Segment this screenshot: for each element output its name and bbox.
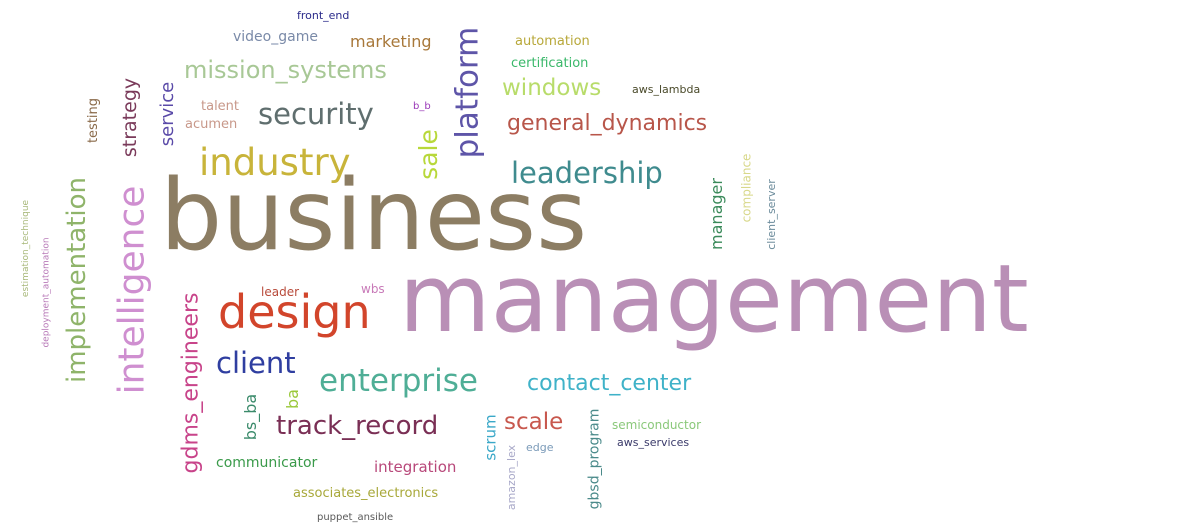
word-design: design bbox=[218, 285, 371, 339]
word-deployment-automation: deployment_automation bbox=[41, 236, 52, 348]
word-certification: certification bbox=[511, 56, 589, 71]
word-semiconductor: semiconductor bbox=[612, 418, 702, 432]
word-acumen: acumen bbox=[185, 117, 238, 132]
word-bs-ba: bs_ba bbox=[241, 393, 261, 441]
word-gdms-engineers: gdms_engineers bbox=[177, 292, 203, 474]
word-scrum: scrum bbox=[481, 413, 500, 461]
word-industry: industry bbox=[199, 141, 351, 184]
word-puppet-ansible: puppet_ansible bbox=[317, 512, 394, 523]
word-client-server: client_server bbox=[764, 178, 778, 250]
word-intelligence: intelligence bbox=[110, 185, 152, 395]
word-ba: ba bbox=[282, 389, 302, 409]
word-business: business bbox=[160, 159, 588, 273]
word-talent: talent bbox=[201, 99, 240, 114]
word-associates-electronics: associates_electronics bbox=[293, 486, 439, 501]
word-leader: leader bbox=[261, 285, 300, 299]
word-integration: integration bbox=[374, 458, 457, 476]
word-automation: automation bbox=[515, 34, 590, 49]
word-amazon-lex: amazon_lex bbox=[504, 444, 518, 510]
word-mission-systems: mission_systems bbox=[184, 56, 387, 84]
word-video-game: video_game bbox=[233, 29, 318, 45]
word-track-record: track_record bbox=[276, 411, 439, 441]
word-contact-center: contact_center bbox=[527, 371, 692, 396]
word-gbsd-program: gbsd_program bbox=[585, 408, 602, 510]
word-client: client bbox=[216, 346, 296, 380]
word-enterprise: enterprise bbox=[319, 363, 478, 399]
word-service: service bbox=[157, 81, 179, 147]
word-leadership: leadership bbox=[511, 156, 663, 190]
word-estimation-technique: estimation_technique bbox=[20, 199, 31, 297]
word-strategy: strategy bbox=[118, 77, 141, 157]
word-security: security bbox=[258, 97, 374, 131]
word-manager: manager bbox=[706, 178, 726, 250]
word-platform: platform bbox=[449, 26, 486, 158]
word-communicator: communicator bbox=[216, 455, 318, 471]
word-aws-services: aws_services bbox=[617, 436, 690, 449]
word-general-dynamics: general_dynamics bbox=[507, 111, 708, 136]
word-b-b: b_b bbox=[413, 101, 431, 112]
word-sale: sale bbox=[413, 128, 443, 180]
word-front-end: front_end bbox=[297, 9, 350, 22]
word-compliance: compliance bbox=[738, 153, 753, 223]
word-windows: windows bbox=[502, 75, 602, 101]
word-implementation: implementation bbox=[62, 176, 93, 384]
word-management: management bbox=[399, 245, 1029, 354]
word-aws-lambda: aws_lambda bbox=[632, 83, 701, 96]
word-scale: scale bbox=[504, 409, 564, 435]
word-edge: edge bbox=[526, 441, 554, 454]
word-marketing: marketing bbox=[350, 32, 432, 51]
word-testing: testing bbox=[85, 97, 101, 143]
word-wbs: wbs bbox=[361, 282, 385, 296]
